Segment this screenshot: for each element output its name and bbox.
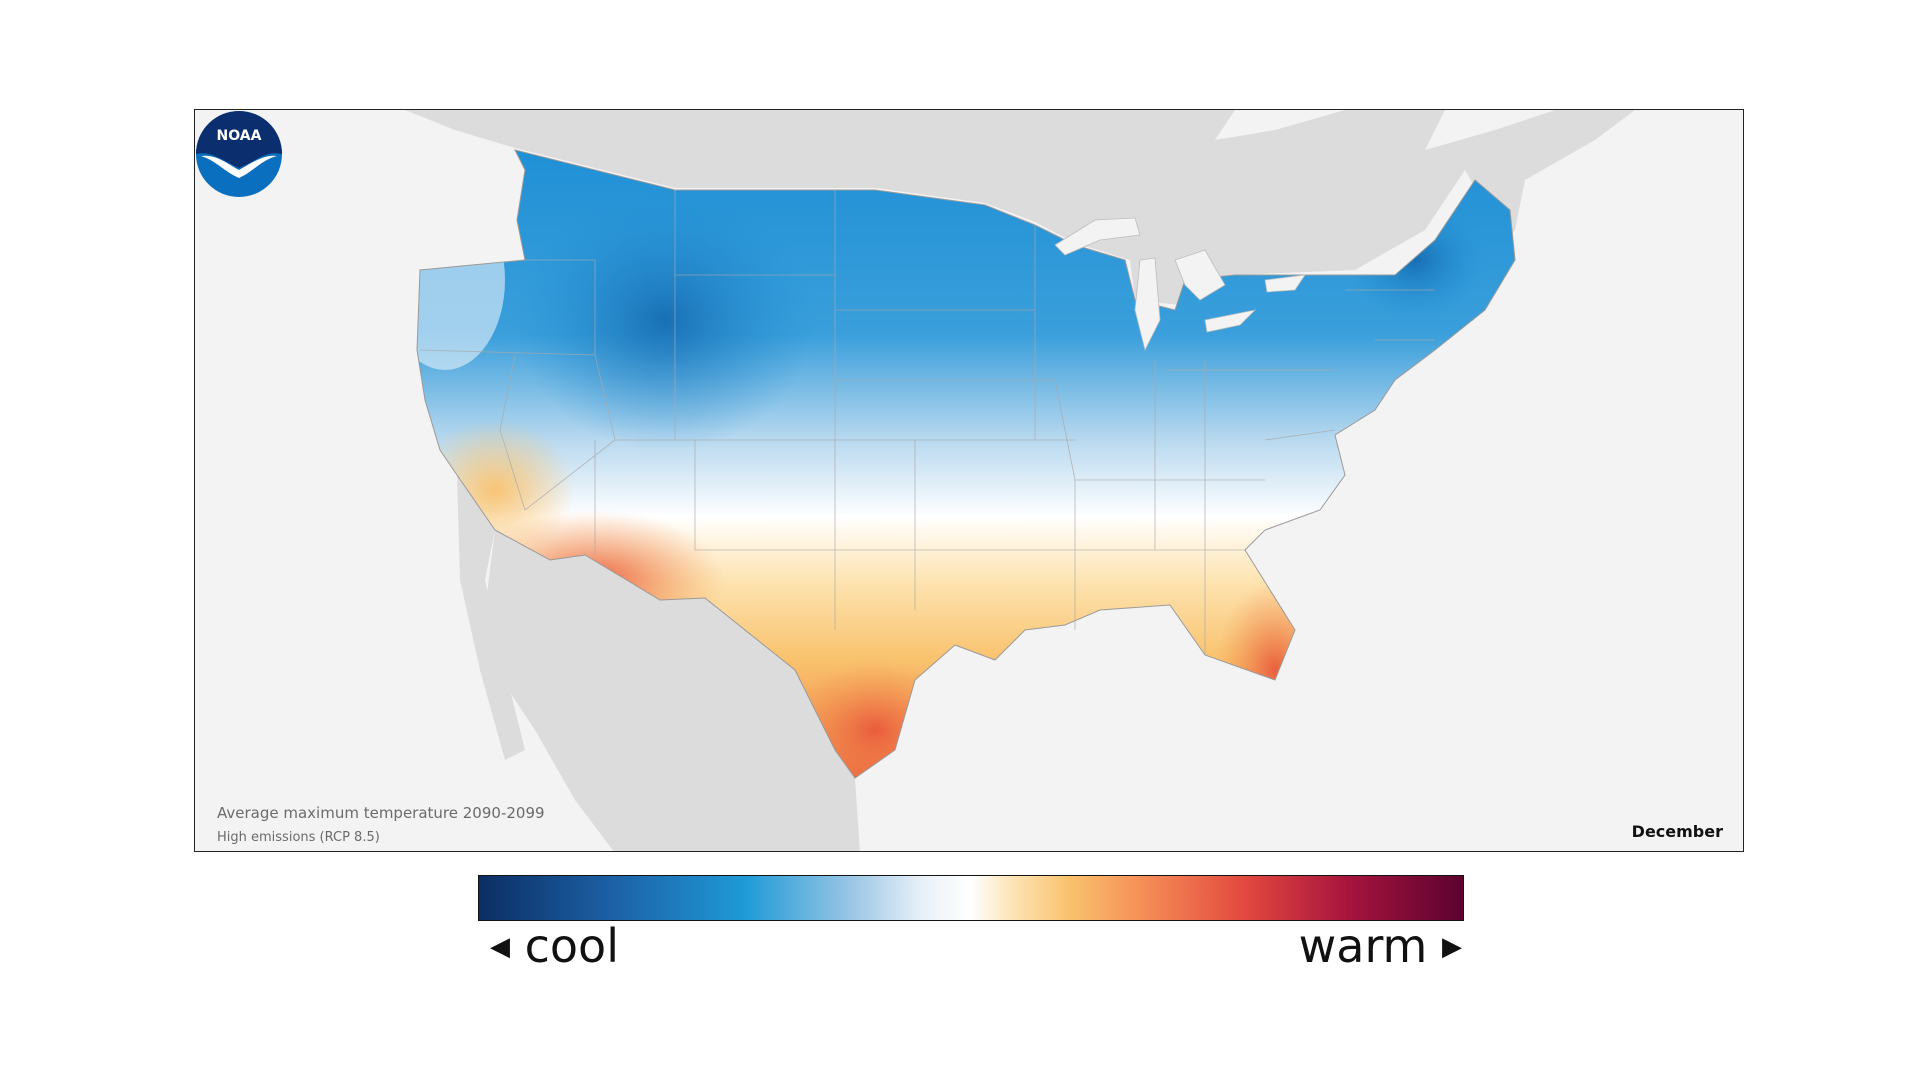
map-caption-line2: High emissions (RCP 8.5) — [217, 830, 380, 845]
right-arrow-icon: ▶ — [1442, 931, 1462, 962]
noaa-logo: NOAA — [196, 111, 282, 197]
temperature-map: Average maximum temperature 2090-2099 Hi… — [194, 109, 1744, 852]
legend-warm: warm ▶ — [1299, 918, 1462, 978]
legend-cool: ◀ cool — [490, 918, 619, 978]
noaa-logo-text: NOAA — [217, 128, 262, 144]
color-scale-bar — [478, 875, 1464, 921]
state-boundaries — [419, 190, 1435, 655]
legend-warm-label: warm — [1298, 919, 1428, 973]
canada-landmass — [405, 110, 1635, 305]
month-label: December — [1631, 822, 1723, 841]
baja-peninsula — [457, 475, 525, 760]
map-canvas: Average maximum temperature 2090-2099 Hi… — [217, 110, 1635, 851]
legend-cool-label: cool — [524, 919, 619, 973]
left-arrow-icon: ◀ — [490, 931, 510, 962]
great-lakes — [1054, 217, 1306, 352]
mexico-landmass — [485, 530, 860, 851]
map-caption-line1: Average maximum temperature 2090-2099 — [217, 804, 545, 822]
